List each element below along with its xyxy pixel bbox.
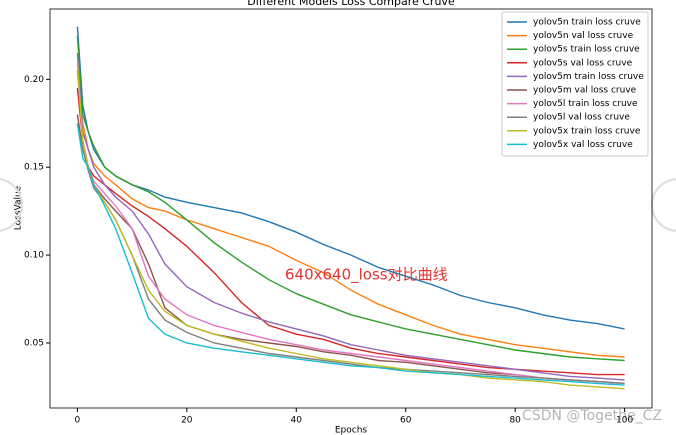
series-line	[76, 123, 625, 386]
legend-label: yolov5l val loss cruve	[533, 113, 630, 123]
y-axis-label: LossValue	[14, 185, 24, 230]
legend-label: yolov5l train loss cruve	[533, 99, 638, 109]
chart-title: Different Models Loss Compare Cruve	[247, 0, 455, 8]
annotation: 640x640_loss对比曲线	[285, 266, 448, 285]
legend-label: yolov5x val loss cruve	[533, 140, 633, 150]
watermark: CSDN @Togethe_CZ	[522, 408, 662, 424]
series-line	[76, 35, 625, 362]
legend-label: yolov5m train loss cruve	[533, 72, 644, 82]
legend-label: yolov5s train loss cruve	[533, 45, 640, 55]
series-line	[76, 70, 625, 385]
x-tick-label: 20	[181, 416, 193, 426]
legend-label: yolov5s val loss cruve	[533, 58, 633, 68]
x-axis-label: Epochs	[335, 426, 368, 435]
legend-label: yolov5n val loss cruve	[533, 31, 634, 41]
legend-label: yolov5m val loss cruve	[533, 86, 637, 96]
x-tick-label: 80	[509, 416, 521, 426]
y-tick-label: 0.20	[24, 75, 44, 85]
carousel-prev[interactable]	[0, 178, 23, 232]
x-tick-label: 40	[291, 416, 303, 426]
axes-frame	[49, 8, 653, 409]
series-line	[76, 61, 625, 390]
x-tick-label: 60	[400, 416, 412, 426]
y-tick-label: 0.05	[24, 338, 44, 348]
plot-area	[76, 26, 625, 390]
legend-label: yolov5n train loss cruve	[533, 18, 641, 28]
y-tick-label: 0.10	[24, 251, 44, 261]
legend-frame	[501, 11, 649, 157]
y-tick-label: 0.15	[24, 163, 44, 173]
x-tick-label: 0	[74, 416, 80, 426]
x-tick-label: 100	[616, 416, 633, 426]
series-line	[76, 52, 625, 381]
legend-label: yolov5x train loss cruve	[533, 126, 641, 136]
series-line	[76, 70, 625, 358]
